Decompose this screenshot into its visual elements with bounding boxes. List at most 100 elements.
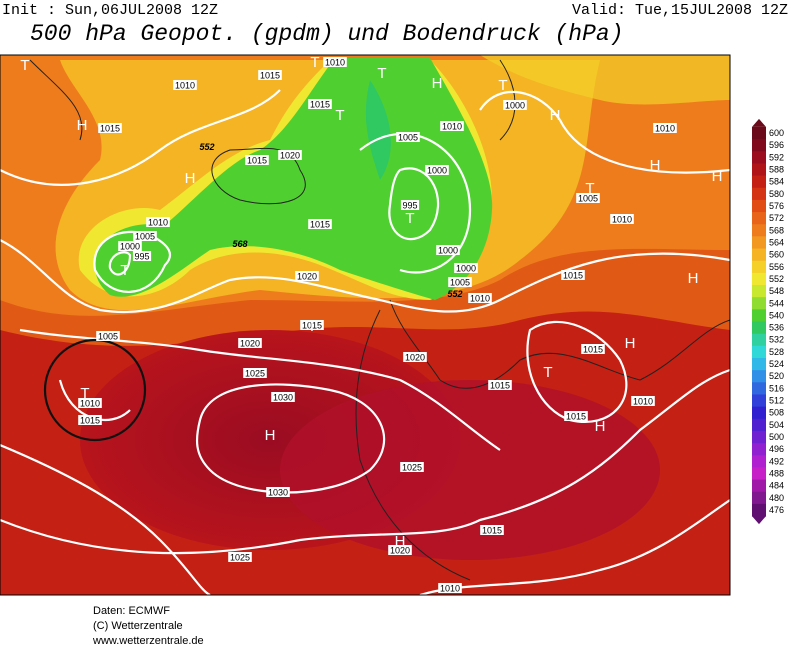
isobar-label-bg — [118, 241, 142, 251]
isobar-label-bg — [396, 132, 420, 142]
pressure-center: H — [77, 117, 88, 134]
isobar-label-bg — [576, 193, 600, 203]
isobar-label: 1015 — [566, 412, 586, 422]
isobar-label: 1010 — [175, 81, 195, 91]
isobar-label: 1010 — [442, 122, 462, 132]
isobar-label: 1015 — [247, 156, 267, 166]
legend-swatch — [752, 333, 766, 347]
legend-swatch — [752, 297, 766, 310]
legend-swatch — [752, 491, 766, 505]
legend-label: 596 — [769, 140, 784, 150]
isobar-label-bg — [323, 57, 347, 67]
pressure-center: H — [712, 168, 723, 185]
legend-label: 500 — [769, 432, 784, 442]
isobar-label-bg — [228, 552, 252, 562]
legend-label: 548 — [769, 286, 784, 296]
legend-label: 584 — [769, 177, 784, 187]
pressure-center: T — [120, 262, 129, 279]
legend-label: 536 — [769, 323, 784, 333]
legend-swatch — [752, 199, 766, 213]
isobar-label-bg — [631, 396, 655, 406]
legend-label: 532 — [769, 335, 784, 345]
isobar-label-bg — [173, 80, 197, 90]
isobar-label-bg — [561, 270, 585, 280]
isobar-label: 1005 — [98, 332, 118, 342]
isobar-label: 1005 — [135, 232, 155, 242]
map-title: 500 hPa Geopot. (gpdm) und Bodendruck (h… — [30, 21, 624, 47]
legend-label: 492 — [769, 456, 784, 466]
isobar-label-bg — [425, 165, 449, 175]
isobar-label: 1015 — [482, 526, 502, 536]
isobar-label-bg — [266, 487, 290, 497]
isobar-label-bg — [488, 380, 512, 390]
isobar-label-bg — [308, 219, 332, 229]
isobar-label-bg — [300, 320, 324, 330]
legend-label: 556 — [769, 262, 784, 272]
isobar-label-bg — [243, 368, 267, 378]
legend-label: 516 — [769, 383, 784, 393]
isobar-label-bg — [133, 231, 157, 241]
legend-swatch — [752, 309, 766, 322]
legend-swatch — [752, 163, 766, 177]
footer-line: (C) Wetterzentrale — [93, 620, 183, 632]
isobar-label-bg — [438, 583, 462, 593]
contour-label: 568 — [232, 239, 247, 249]
isobar-label-bg — [454, 263, 478, 273]
isobar-label-bg — [400, 200, 420, 210]
isobar-label: 1015 — [490, 381, 510, 391]
legend-label: 580 — [769, 189, 784, 199]
isobar-label: 1010 — [633, 397, 653, 407]
legend-swatch — [752, 321, 766, 335]
isobar-label: 1005 — [398, 133, 418, 143]
isobar-label-bg — [581, 344, 605, 354]
legend-label: 540 — [769, 310, 784, 320]
isobar-label: 1020 — [280, 151, 300, 161]
isobar-label-bg — [403, 352, 427, 362]
isobar-label: 1000 — [456, 264, 476, 274]
legend-swatch — [752, 382, 766, 395]
legend-swatch — [752, 236, 766, 250]
legend-label: 488 — [769, 469, 784, 479]
isobar-label-bg — [98, 123, 122, 133]
isobar-label-bg — [436, 245, 460, 255]
legend-swatch — [752, 224, 766, 237]
legend-label: 560 — [769, 250, 784, 260]
isobar-label: 1030 — [273, 393, 293, 403]
legend-label: 480 — [769, 493, 784, 503]
isobar-label-bg — [400, 462, 424, 472]
isobar-label: 1000 — [427, 166, 447, 176]
isobar-label-bg — [295, 271, 319, 281]
isobar-label-bg — [78, 398, 102, 408]
isobar-label-bg — [96, 331, 120, 341]
legend-swatch — [752, 418, 766, 432]
pressure-center: T — [543, 364, 552, 381]
legend-label: 572 — [769, 213, 784, 223]
legend-cap-bottom — [752, 516, 766, 525]
legend-label: 576 — [769, 201, 784, 211]
isobar-label: 1000 — [120, 242, 140, 252]
legend-label: 484 — [769, 481, 784, 491]
legend-label: 568 — [769, 225, 784, 235]
legend-label: 544 — [769, 298, 784, 308]
isobar-label-bg — [503, 100, 527, 110]
isobar-label: 1020 — [390, 546, 410, 556]
highlight-circle — [43, 338, 147, 442]
legend-label: 504 — [769, 420, 784, 430]
legend-label: 528 — [769, 347, 784, 357]
legend-swatch — [752, 357, 766, 371]
isobar-label: 1015 — [583, 345, 603, 355]
pressure-center: T — [307, 318, 316, 335]
isobar-label: 995 — [134, 252, 149, 262]
pressure-center: T — [80, 385, 89, 402]
isobar-label-bg — [440, 121, 464, 131]
isobar-label-bg — [278, 150, 302, 160]
isobar-label: 1010 — [148, 218, 168, 228]
legend-swatch — [752, 260, 766, 274]
legend-swatch — [752, 455, 766, 468]
isobar-label-bg — [238, 338, 262, 348]
isobar-label: 1005 — [578, 194, 598, 204]
contour-label: 552 — [447, 289, 462, 299]
isobar-label-bg — [132, 251, 152, 261]
isobar-label: 1015 — [80, 416, 100, 426]
